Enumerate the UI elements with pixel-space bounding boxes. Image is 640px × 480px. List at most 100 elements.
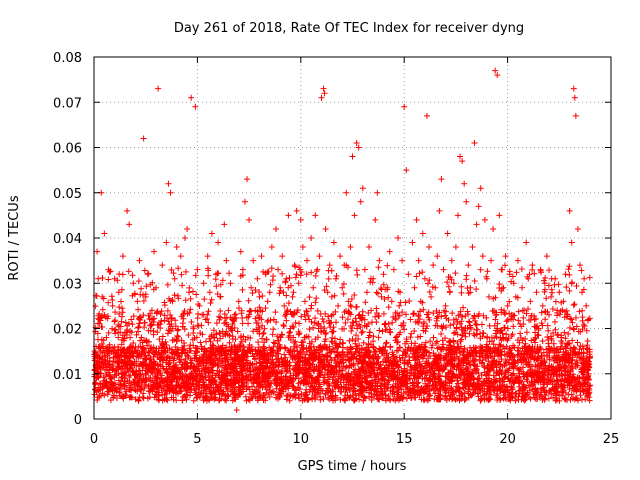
data-point-dense: [282, 354, 289, 361]
data-point-dense: [286, 397, 293, 404]
data-point-dense: [573, 282, 580, 289]
data-point: [485, 293, 492, 300]
data-point: [581, 275, 588, 282]
data-point-dense: [567, 315, 574, 322]
data-point: [204, 253, 211, 260]
data-point: [440, 266, 447, 273]
data-point: [502, 253, 509, 260]
data-point-dense: [570, 325, 577, 332]
data-point-dense: [239, 315, 246, 322]
data-point-dense: [348, 327, 355, 334]
data-point-dense: [483, 273, 490, 280]
data-point: [394, 235, 401, 241]
data-point: [571, 94, 578, 101]
data-point-dense: [118, 313, 125, 320]
data-point-dense: [484, 268, 491, 275]
data-point-dense: [322, 331, 329, 338]
data-point: [477, 185, 484, 192]
data-point-dense: [215, 362, 222, 369]
data-point-dense: [195, 301, 202, 308]
data-point-dense: [375, 313, 382, 320]
data-point: [316, 253, 323, 260]
data-point-dense: [246, 307, 253, 314]
data-point-dense: [111, 318, 118, 325]
data-point-dense: [503, 318, 510, 325]
data-point-dense: [138, 285, 145, 292]
data-point: [438, 176, 445, 183]
data-point: [206, 289, 213, 296]
data-point-dense: [249, 290, 256, 297]
data-point-dense: [212, 276, 219, 283]
data-point: [353, 139, 360, 146]
data-point-dense: [283, 292, 290, 299]
data-point: [130, 280, 137, 287]
data-point-dense: [319, 316, 326, 323]
data-point-dense: [478, 321, 485, 328]
data-point: [390, 266, 397, 273]
data-point-dense: [207, 300, 214, 307]
data-point: [227, 280, 234, 287]
data-point-dense: [312, 299, 319, 306]
data-point-dense: [112, 330, 119, 337]
data-point-dense: [580, 321, 587, 328]
data-point: [488, 257, 495, 264]
data-point-dense: [465, 318, 472, 325]
data-point-dense: [415, 319, 422, 326]
data-point-dense: [353, 304, 360, 311]
data-point: [457, 153, 464, 160]
data-point-dense: [358, 329, 365, 336]
data-point: [514, 257, 521, 264]
data-point-dense: [577, 355, 584, 362]
data-point-dense: [499, 266, 506, 273]
data-point-dense: [353, 267, 360, 274]
data-point-dense: [312, 272, 319, 279]
data-point-dense: [427, 338, 434, 345]
data-point-dense: [305, 312, 312, 319]
data-point-dense: [313, 268, 320, 275]
data-point-dense: [291, 340, 298, 347]
data-point-dense: [578, 267, 585, 274]
data-point-dense: [156, 336, 163, 343]
data-point-dense: [414, 334, 421, 341]
data-point-dense: [546, 267, 553, 274]
data-point-dense: [384, 262, 391, 269]
data-point-dense: [165, 295, 172, 302]
data-point-dense: [283, 317, 290, 324]
data-point: [519, 284, 526, 291]
data-point-dense: [245, 320, 252, 327]
data-point: [115, 289, 122, 296]
data-point-dense: [99, 306, 106, 313]
data-point: [94, 248, 101, 255]
data-point-dense: [472, 321, 479, 328]
data-point-dense: [458, 318, 465, 325]
data-point-dense: [409, 311, 416, 318]
data-point: [403, 167, 410, 174]
data-point: [194, 266, 201, 273]
data-point-dense: [195, 322, 202, 329]
data-point-dense: [339, 314, 346, 321]
data-point: [490, 225, 497, 232]
data-point-dense: [433, 317, 440, 324]
data-point-dense: [458, 289, 465, 296]
data-point-dense: [186, 284, 193, 291]
data-point-dense: [540, 277, 547, 284]
data-point: [295, 280, 302, 287]
data-point-dense: [331, 292, 338, 299]
data-point-dense: [477, 353, 484, 360]
data-point-dense: [340, 290, 347, 297]
data-point-dense: [375, 334, 382, 341]
data-point: [136, 257, 143, 264]
data-point-dense: [280, 289, 287, 296]
data-point: [250, 257, 257, 264]
data-point-dense: [141, 267, 148, 274]
data-point-dense: [566, 271, 573, 278]
data-point: [275, 266, 282, 273]
data-point-dense: [561, 395, 568, 402]
data-point-dense: [370, 343, 377, 350]
data-point-dense: [344, 316, 351, 323]
data-point-dense: [164, 281, 171, 288]
data-point-dense: [402, 299, 409, 306]
data-point-dense: [443, 315, 450, 322]
data-point-dense: [208, 296, 215, 303]
